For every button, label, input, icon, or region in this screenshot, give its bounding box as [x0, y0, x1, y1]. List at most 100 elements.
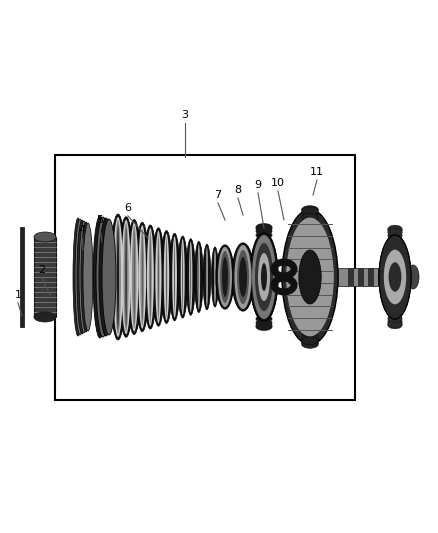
- Ellipse shape: [206, 251, 208, 304]
- Ellipse shape: [256, 281, 272, 289]
- Ellipse shape: [388, 321, 402, 329]
- Ellipse shape: [302, 308, 318, 316]
- Text: 9: 9: [254, 180, 261, 190]
- Ellipse shape: [256, 265, 272, 273]
- Ellipse shape: [124, 223, 129, 331]
- Ellipse shape: [302, 316, 318, 324]
- Ellipse shape: [256, 273, 272, 281]
- Bar: [338, 268, 415, 286]
- Ellipse shape: [79, 221, 89, 333]
- Ellipse shape: [93, 216, 107, 338]
- Ellipse shape: [214, 250, 216, 304]
- Ellipse shape: [388, 300, 402, 308]
- Ellipse shape: [256, 304, 272, 312]
- Ellipse shape: [117, 224, 119, 330]
- Ellipse shape: [140, 228, 144, 326]
- Ellipse shape: [232, 243, 254, 311]
- Ellipse shape: [178, 236, 187, 318]
- Ellipse shape: [302, 218, 318, 226]
- Ellipse shape: [388, 246, 402, 254]
- Ellipse shape: [155, 231, 162, 323]
- Text: 3: 3: [181, 110, 188, 120]
- Ellipse shape: [299, 250, 321, 304]
- Ellipse shape: [379, 235, 411, 319]
- Ellipse shape: [388, 231, 402, 239]
- Ellipse shape: [407, 265, 419, 289]
- Text: 5: 5: [96, 215, 103, 225]
- Ellipse shape: [203, 244, 211, 310]
- Ellipse shape: [77, 220, 87, 334]
- Ellipse shape: [388, 287, 402, 295]
- Bar: [20, 227, 24, 327]
- Ellipse shape: [379, 235, 411, 319]
- Ellipse shape: [256, 273, 272, 281]
- Ellipse shape: [302, 291, 318, 299]
- Ellipse shape: [147, 228, 154, 326]
- Ellipse shape: [99, 218, 113, 336]
- Ellipse shape: [194, 241, 203, 312]
- Ellipse shape: [302, 264, 318, 272]
- Ellipse shape: [127, 220, 141, 335]
- Ellipse shape: [222, 257, 228, 297]
- Ellipse shape: [164, 233, 169, 320]
- Ellipse shape: [34, 232, 56, 242]
- Ellipse shape: [206, 247, 208, 307]
- Ellipse shape: [388, 280, 402, 288]
- Ellipse shape: [169, 233, 180, 321]
- Ellipse shape: [302, 246, 318, 254]
- Ellipse shape: [388, 266, 402, 274]
- Ellipse shape: [302, 255, 318, 263]
- Ellipse shape: [302, 322, 318, 330]
- Ellipse shape: [161, 230, 172, 324]
- Ellipse shape: [302, 224, 318, 232]
- Ellipse shape: [220, 251, 230, 303]
- Ellipse shape: [256, 231, 272, 239]
- Bar: [55, 155, 355, 400]
- Text: 7: 7: [215, 190, 222, 200]
- Ellipse shape: [81, 222, 91, 332]
- Ellipse shape: [388, 314, 402, 322]
- Ellipse shape: [255, 243, 273, 311]
- Ellipse shape: [388, 240, 402, 248]
- Ellipse shape: [239, 257, 247, 297]
- Ellipse shape: [182, 242, 183, 312]
- Ellipse shape: [135, 222, 149, 332]
- Ellipse shape: [157, 234, 159, 320]
- Ellipse shape: [189, 242, 192, 312]
- Ellipse shape: [302, 282, 318, 290]
- Ellipse shape: [234, 245, 251, 309]
- Ellipse shape: [388, 225, 402, 233]
- Ellipse shape: [152, 228, 165, 326]
- Ellipse shape: [388, 320, 402, 328]
- Ellipse shape: [149, 231, 152, 323]
- Ellipse shape: [302, 273, 318, 281]
- Ellipse shape: [138, 225, 146, 329]
- Bar: [358, 268, 364, 286]
- Ellipse shape: [174, 239, 175, 315]
- Ellipse shape: [388, 236, 402, 244]
- Ellipse shape: [115, 220, 121, 334]
- Ellipse shape: [172, 236, 177, 318]
- Ellipse shape: [256, 227, 272, 235]
- Ellipse shape: [282, 209, 338, 344]
- Ellipse shape: [190, 245, 191, 309]
- Ellipse shape: [256, 289, 272, 297]
- Text: 2: 2: [39, 265, 46, 275]
- Text: 10: 10: [271, 178, 285, 188]
- Ellipse shape: [216, 245, 234, 309]
- Ellipse shape: [261, 263, 267, 291]
- Ellipse shape: [198, 247, 199, 306]
- Ellipse shape: [388, 252, 402, 260]
- Ellipse shape: [256, 310, 272, 318]
- Text: 4: 4: [78, 225, 85, 235]
- Text: 6: 6: [124, 203, 131, 213]
- Ellipse shape: [118, 217, 134, 337]
- Ellipse shape: [389, 262, 401, 292]
- Ellipse shape: [302, 238, 318, 246]
- Ellipse shape: [110, 214, 126, 340]
- Ellipse shape: [256, 323, 272, 331]
- Bar: [368, 268, 374, 286]
- Ellipse shape: [250, 233, 278, 321]
- Ellipse shape: [256, 297, 272, 305]
- Ellipse shape: [96, 217, 110, 337]
